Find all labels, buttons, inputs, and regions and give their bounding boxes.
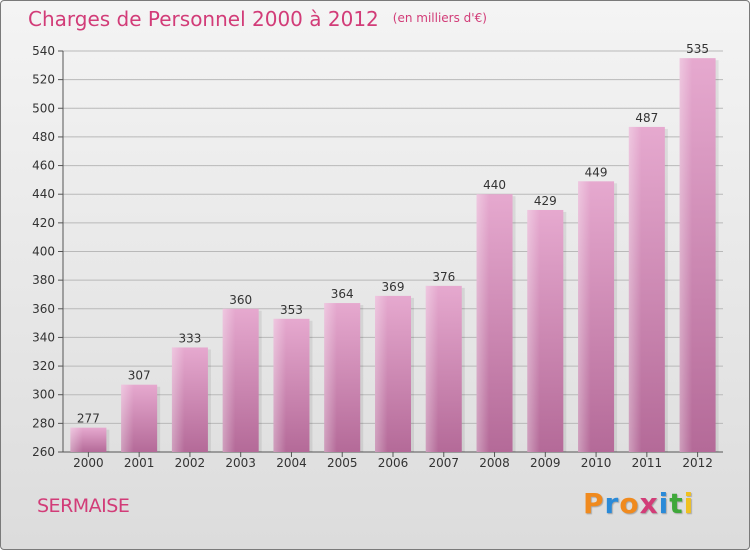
x-tick-label: 2006 — [378, 456, 409, 470]
data-label: 364 — [331, 287, 354, 301]
data-label: 429 — [534, 194, 557, 208]
bar-highlight — [171, 347, 185, 452]
bar-highlight — [324, 303, 337, 452]
bar-highlight — [527, 209, 540, 452]
y-tick-label: 300 — [32, 388, 55, 402]
axis-layer: 260 280 300 320 340 360 380 400 420 440 460 480 500 5… — [32, 44, 723, 470]
proxiti-logo: Proxiti — [583, 487, 694, 520]
data-label: 307 — [128, 369, 151, 383]
y-tick-label: 340 — [32, 330, 55, 344]
x-tick-label: 2009 — [530, 456, 561, 470]
y-tick-label: 440 — [32, 187, 55, 201]
x-tick-label: 2004 — [276, 456, 307, 470]
x-tick-label: 2007 — [428, 456, 459, 470]
data-label: 369 — [382, 280, 405, 294]
y-tick-label: 420 — [32, 216, 55, 230]
bar-highlight — [578, 181, 591, 452]
data-label: 277 — [77, 412, 100, 426]
y-tick-label: 280 — [32, 416, 55, 430]
bar-highlight — [628, 126, 642, 453]
x-tick-label: 2011 — [632, 456, 663, 470]
y-tick-label: 460 — [32, 159, 55, 173]
bar-highlight — [679, 58, 693, 453]
logo-letter: i — [658, 487, 670, 520]
x-tick-label: 2012 — [682, 456, 713, 470]
chart-title-text: Charges de Personnel 2000 à 2012 — [28, 7, 379, 31]
data-label: 360 — [229, 293, 252, 307]
logo-letter: i — [683, 487, 695, 520]
x-tick-label: 2000 — [73, 456, 104, 470]
logo-letter: r — [604, 487, 620, 520]
data-label: 353 — [280, 303, 303, 317]
city-name: SERMAISE — [37, 495, 130, 517]
data-label: 487 — [635, 111, 658, 125]
bar-highlight — [375, 295, 388, 452]
data-label: 535 — [686, 42, 709, 56]
chart-title: Charges de Personnel 2000 à 2012 (en mill… — [28, 7, 487, 31]
bar-highlight — [476, 194, 490, 452]
x-tick-label: 2005 — [327, 456, 358, 470]
chart-subtitle: (en milliers d'€) — [392, 11, 487, 25]
y-tick-label: 320 — [32, 359, 55, 373]
y-tick-label: 480 — [32, 130, 55, 144]
y-tick-label: 520 — [32, 73, 55, 87]
data-label: 333 — [178, 331, 201, 345]
bar-highlight — [273, 318, 287, 452]
y-tick-label: 400 — [32, 245, 55, 259]
y-tick-label: 540 — [32, 44, 55, 58]
bar-highlight — [425, 285, 439, 452]
data-label: 440 — [483, 178, 506, 192]
logo-letter: t — [669, 487, 684, 520]
y-tick-label: 380 — [32, 273, 55, 287]
logo-letter: P — [583, 487, 605, 520]
bar-highlight — [222, 308, 236, 452]
y-tick-label: 260 — [32, 445, 55, 459]
y-tick-label: 500 — [32, 101, 55, 115]
data-label: 449 — [585, 165, 608, 179]
x-tick-label: 2001 — [124, 456, 155, 470]
bar-highlight — [70, 427, 83, 452]
x-tick-label: 2010 — [581, 456, 612, 470]
y-tick-label: 360 — [32, 302, 55, 316]
x-tick-label: 2003 — [225, 456, 256, 470]
data-label: 376 — [432, 270, 455, 284]
x-tick-label: 2002 — [175, 456, 206, 470]
x-tick-label: 2008 — [479, 456, 510, 470]
bar-highlight — [121, 384, 134, 452]
logo-letter: x — [639, 487, 659, 520]
label-layer: 277 307 333 360 353 364 369 376 440 429 449 487 535 — [77, 42, 709, 425]
bar-layer — [70, 58, 719, 453]
logo-letter: o — [619, 487, 640, 520]
